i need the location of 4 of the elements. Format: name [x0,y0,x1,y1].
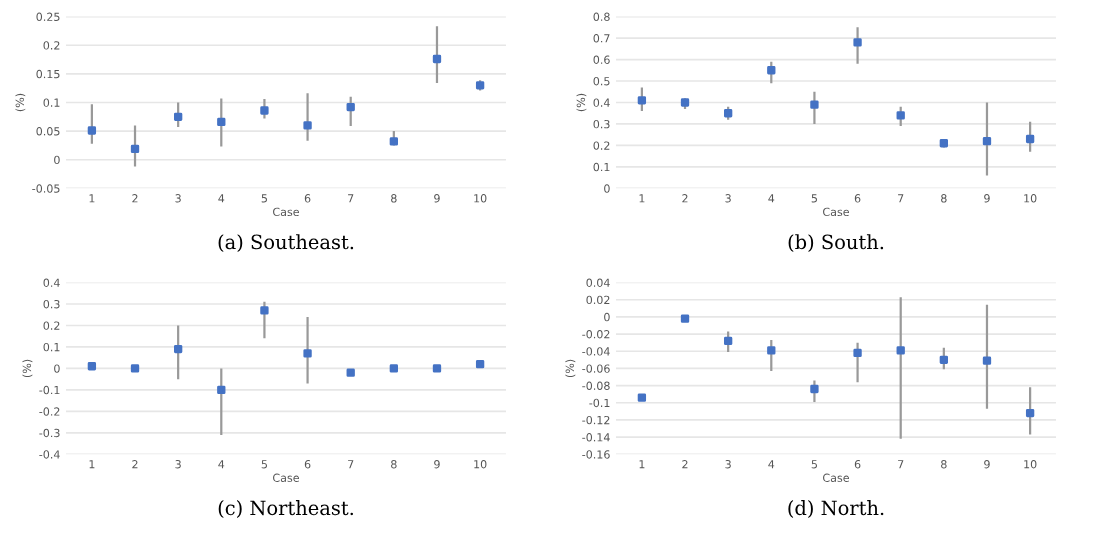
text: (a) Southeast. [218,234,354,253]
text: (b) South. [788,234,884,253]
text: (d) North. [788,500,884,518]
text: (c) Northeast. [218,500,354,518]
